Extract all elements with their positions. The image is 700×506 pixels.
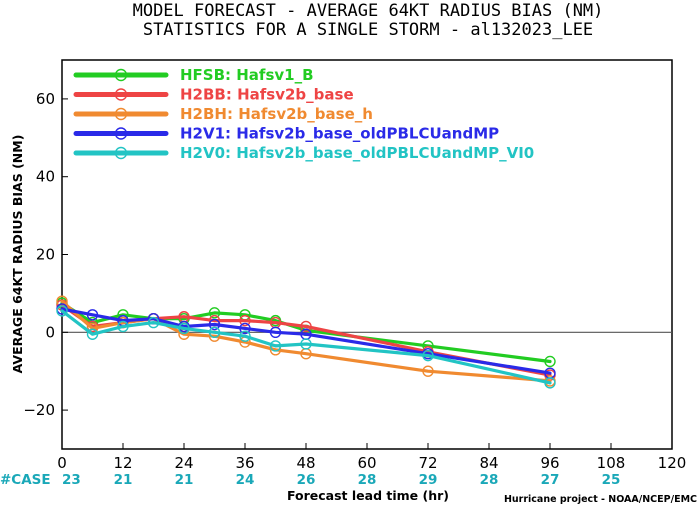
x-tick-label: 60 <box>357 454 376 472</box>
legend-swatch-marker <box>114 68 128 82</box>
axis-ticks: 0 12 24 36 48 60 72 84 96 108 120 −20 0 20 40 60 <box>23 90 686 472</box>
y-tick-label: 40 <box>36 168 55 186</box>
chart-title: MODEL FORECAST - AVERAGE 64KT RADIUS BIA… <box>133 1 604 21</box>
legend-entry: H2BB: Hafsv2b_base <box>73 86 354 104</box>
legend-entry: H2BH: Hafsv2b_base_h <box>73 105 373 123</box>
case-count: 26 <box>297 472 316 488</box>
x-tick-label: 108 <box>597 454 626 472</box>
data-point <box>208 326 221 338</box>
x-axis-label: Forecast lead time (hr) <box>287 488 449 503</box>
data-point <box>147 316 160 329</box>
legend-entry: HFSB: Hafsv1_B <box>73 66 314 84</box>
case-count: 27 <box>541 472 560 488</box>
legend-entry: H2V0: Hafsv2b_base_oldPBLCUandMP_VI0 <box>73 144 534 162</box>
case-count: 28 <box>358 472 377 488</box>
data-point <box>544 377 556 389</box>
series-line <box>60 299 552 383</box>
y-tick-label: 60 <box>36 90 55 108</box>
data-point <box>300 338 312 350</box>
x-tick-label: 48 <box>296 454 315 472</box>
data-point <box>56 305 68 317</box>
data-point <box>422 349 434 362</box>
case-count: 23 <box>62 472 81 488</box>
legend-label: H2V0: Hafsv2b_base_oldPBLCUandMP_VI0 <box>180 144 534 162</box>
data-point <box>269 326 282 338</box>
chart-subtitle: STATISTICS FOR A SINGLE STORM - al132023… <box>143 20 593 40</box>
x-tick-label: 12 <box>113 454 132 472</box>
x-tick-label: 0 <box>57 454 67 472</box>
y-axis-label: AVERAGE 64KT RADIUS BIAS (NM) <box>10 135 25 374</box>
data-point <box>239 322 251 335</box>
data-point <box>300 320 312 333</box>
data-point <box>239 330 251 342</box>
data-point <box>422 365 434 377</box>
legend-label: H2V1: Hafsv2b_base_oldPBLCUandMP <box>180 125 499 143</box>
y-tick-label: −20 <box>23 401 55 419</box>
x-tick-label: 84 <box>479 454 498 472</box>
series-4 <box>56 305 556 389</box>
case-counts: 23 21 21 24 26 28 29 28 27 25 <box>62 472 620 488</box>
x-tick-label: 36 <box>235 454 254 472</box>
data-point <box>117 320 129 333</box>
series-line <box>60 309 552 385</box>
legend-label: H2BH: Hafsv2b_base_h <box>180 105 373 123</box>
series-2 <box>56 295 556 387</box>
case-count: 21 <box>175 472 194 488</box>
x-tick-label: 96 <box>540 454 559 472</box>
legend-swatch-marker <box>114 107 128 121</box>
data-point <box>269 340 282 352</box>
data-point <box>208 307 221 319</box>
y-tick-label: 20 <box>36 246 55 264</box>
data-point <box>86 328 99 340</box>
credit-text: Hurricane project - NOAA/NCEP/EMC <box>504 494 697 505</box>
case-count: 28 <box>480 472 499 488</box>
y-tick-label: 0 <box>45 323 55 341</box>
case-count: 29 <box>419 472 438 488</box>
case-count: 24 <box>236 472 255 488</box>
x-tick-label: 24 <box>174 454 193 472</box>
data-point <box>239 314 251 327</box>
x-tick-label: 72 <box>418 454 437 472</box>
legend-swatch-marker <box>114 127 128 140</box>
data-point <box>544 355 556 368</box>
legend-label: HFSB: Hafsv1_B <box>180 66 314 84</box>
data-series <box>56 295 556 389</box>
legend-swatch-marker <box>114 146 128 160</box>
legend-swatch-marker <box>114 88 128 101</box>
case-count: 25 <box>602 472 621 488</box>
legend-label: H2BB: Hafsv2b_base <box>180 86 354 104</box>
data-point <box>86 309 99 321</box>
case-count-label: #CASE <box>0 472 51 488</box>
x-tick-label: 120 <box>658 454 687 472</box>
data-point <box>178 322 190 335</box>
series-line <box>60 307 552 375</box>
data-point <box>208 318 221 331</box>
case-count: 21 <box>114 472 133 488</box>
legend-entry: H2V1: Hafsv2b_base_oldPBLCUandMP <box>73 125 499 143</box>
